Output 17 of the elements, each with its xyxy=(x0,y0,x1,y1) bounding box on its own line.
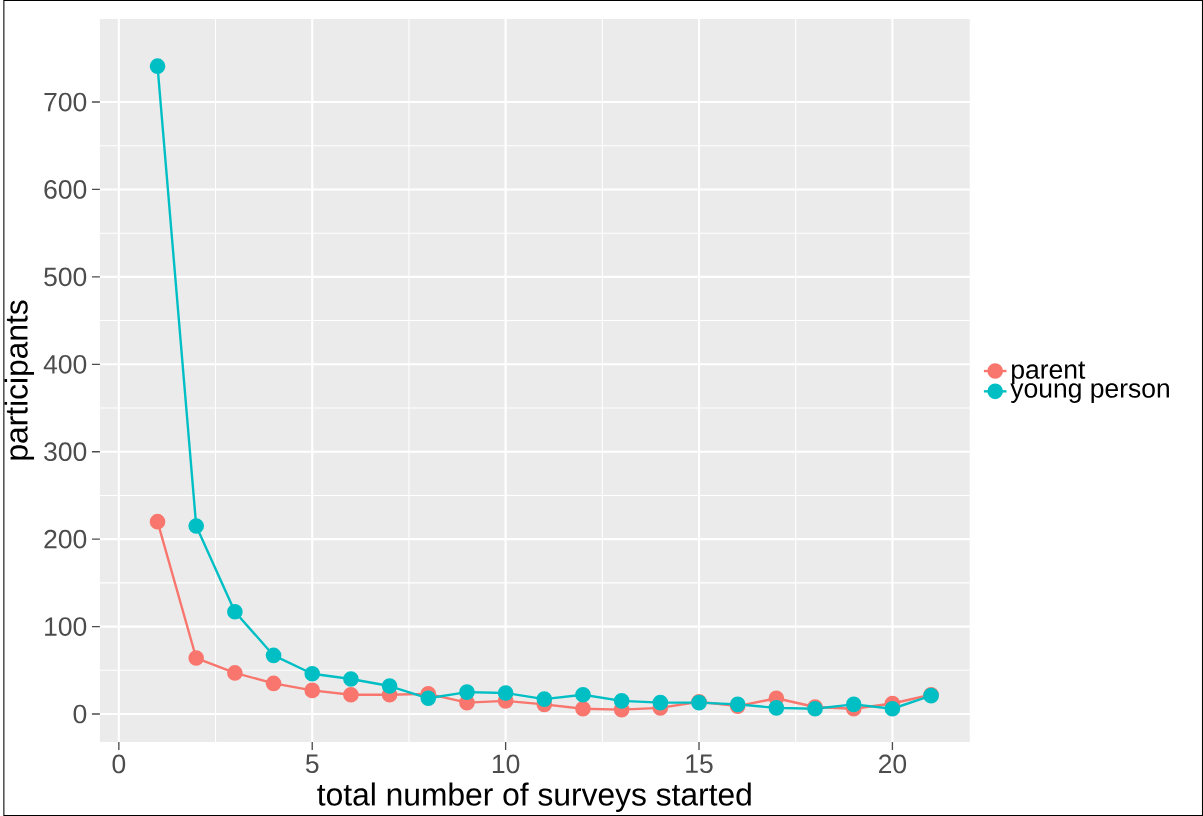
y-tick-label: 700 xyxy=(44,92,87,112)
x-tick-label: 15 xyxy=(686,754,713,773)
x-axis-title: total number of surveys started xyxy=(317,782,751,812)
x-tick-label: 0 xyxy=(112,754,126,774)
y-axis-title: participants xyxy=(4,300,35,460)
y-tick-label: 500 xyxy=(44,267,87,287)
y-tick-label: 200 xyxy=(44,529,87,549)
x-tick-label: 5 xyxy=(305,754,319,773)
legend-label: parent xyxy=(1012,361,1086,384)
legend-label: young person xyxy=(1010,383,1169,403)
x-tick-label: 20 xyxy=(879,754,907,774)
x-tick-label: 10 xyxy=(492,754,520,774)
y-tick-label: 400 xyxy=(43,354,87,374)
y-tick-label: 100 xyxy=(45,616,87,636)
y-tick-label: 0 xyxy=(73,704,87,724)
y-tick-label: 600 xyxy=(44,179,87,199)
y-tick-label: 300 xyxy=(44,442,87,461)
